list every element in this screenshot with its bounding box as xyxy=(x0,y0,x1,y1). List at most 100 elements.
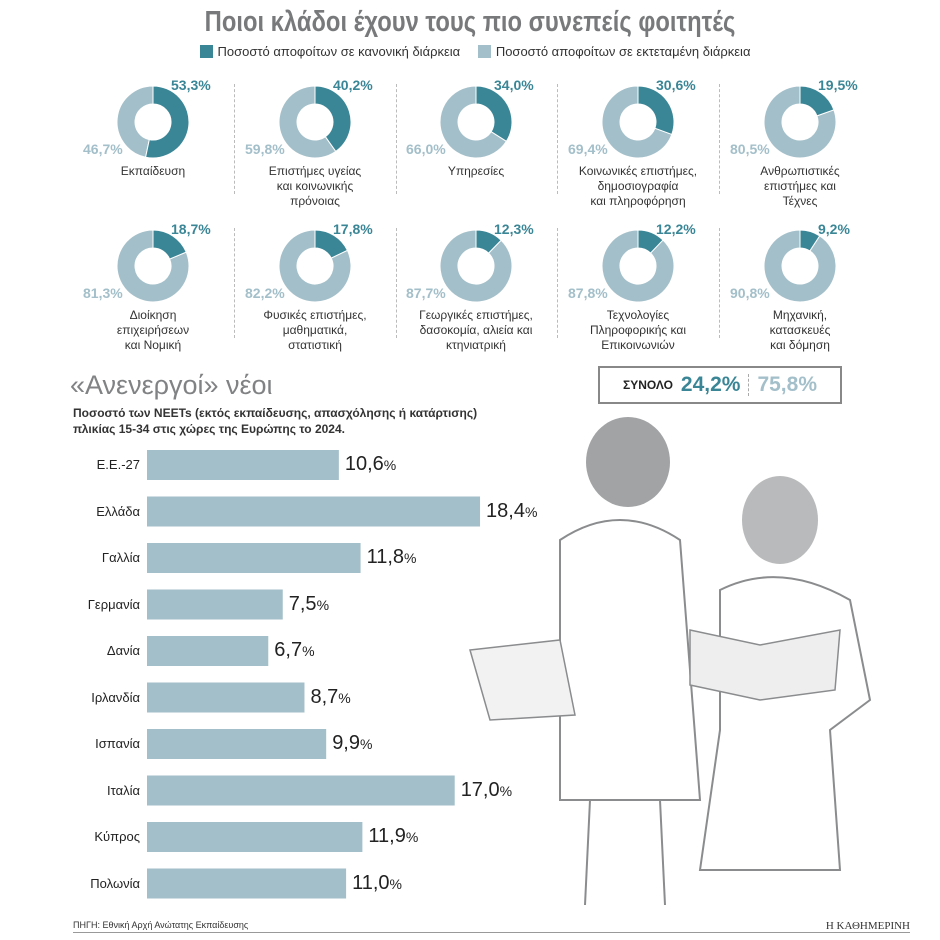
donut-slice-normal xyxy=(144,85,190,159)
percent-sign: % xyxy=(524,503,538,520)
donut-label-extended: 66,0% xyxy=(406,141,446,157)
bar xyxy=(147,496,481,527)
donut-slice-normal xyxy=(152,229,187,260)
donut-label-extended: 69,4% xyxy=(568,141,608,157)
total-divider xyxy=(748,374,750,396)
legend-normal: Ποσοστό αποφοίτων σε κανονική διάρκεια xyxy=(217,44,461,59)
donut-slice-normal xyxy=(314,85,352,153)
donut-label-normal: 9,2% xyxy=(818,221,850,237)
brand-credit: Η ΚΑΘΗΜΕΡΙΝΗ xyxy=(825,920,910,932)
illustration-student-legs xyxy=(584,799,666,906)
bar-value-label: 11,0% xyxy=(352,872,402,895)
bar-category-label: Ιταλία xyxy=(107,782,140,798)
neet-subtitle-line2: πλικίας 15-34 στις χώρες της Ευρώπης το … xyxy=(73,422,345,436)
neet-subtitle: Ποσοστό των NEETs (εκτός εκπαίδευσης, απ… xyxy=(73,405,477,437)
bar-value: 7,5 xyxy=(288,592,317,615)
bar-value-label: 10,6% xyxy=(345,453,396,476)
illustration-book xyxy=(689,629,841,701)
donut-label-normal: 19,5% xyxy=(818,77,858,93)
donut-slice-extended xyxy=(278,229,352,303)
column-divider xyxy=(557,228,558,338)
percent-sign: % xyxy=(404,550,417,566)
donut-slice-extended xyxy=(439,85,508,159)
donut-label-normal: 18,7% xyxy=(171,221,211,237)
donut-category-label: Φυσικές επιστήμες, μαθηματικά, στατιστικ… xyxy=(263,308,367,352)
donut-slice-extended xyxy=(763,229,837,303)
source-note: ΠΗΓΗ: Εθνική Αρχή Ανώτατης Εκπαίδευσης xyxy=(73,920,249,930)
bar-value-label: 18,4% xyxy=(486,500,537,523)
column-divider xyxy=(557,84,558,194)
column-divider xyxy=(234,84,235,194)
donut-slice-normal xyxy=(475,85,513,142)
illustration-student-hair xyxy=(586,417,670,507)
donut-label-extended: 81,3% xyxy=(83,285,123,301)
donut-category-label: Κοινωνικές επιστήμες, δημοσιογραφία και … xyxy=(578,164,698,208)
bar-value-label: 11,9% xyxy=(368,825,418,848)
percent-sign: % xyxy=(499,782,513,799)
donut-slice-normal xyxy=(799,229,821,252)
donut-label-normal: 30,6% xyxy=(656,77,696,93)
total-label: ΣΥΝΟΛΟ xyxy=(623,378,673,392)
column-divider xyxy=(396,84,397,194)
donut-label-extended: 59,8% xyxy=(245,141,285,157)
donut-label-normal: 12,2% xyxy=(656,221,696,237)
donut-label-normal: 40,2% xyxy=(333,77,373,93)
column-divider xyxy=(396,228,397,338)
total-normal: 24,2% xyxy=(680,373,741,396)
percent-sign: % xyxy=(360,736,373,752)
bar-value: 6,7 xyxy=(274,639,303,661)
column-divider xyxy=(719,228,720,338)
bar-category-label: Ελλάδα xyxy=(96,503,140,519)
bar-value-label: 7,5% xyxy=(289,593,329,616)
illustration-notebook xyxy=(469,639,576,721)
bar-value-label: 17,0% xyxy=(461,779,512,802)
donut-category-label: Γεωργικές επιστήμες, δασοκομία, αλιεία κ… xyxy=(419,308,533,352)
neet-subtitle-line1: Ποσοστό των NEETs (εκτός εκπαίδευσης, απ… xyxy=(73,406,478,420)
bar-category-label: Γαλλία xyxy=(101,550,140,565)
bar xyxy=(147,682,305,713)
bar xyxy=(147,729,327,759)
bar-value: 18,4 xyxy=(486,499,525,522)
bar-value-label: 11,8% xyxy=(367,546,417,569)
bar xyxy=(147,822,363,852)
percent-sign: % xyxy=(338,689,351,706)
bar xyxy=(147,589,283,620)
donut-slice-extended xyxy=(116,229,190,303)
donut-category-label: Τεχνολογίες Πληροφορικής και Επικοινωνιώ… xyxy=(589,308,687,352)
donut-slice-normal xyxy=(799,85,835,117)
donut-category-label: Ανθρωπιστικές επιστήμες και Τέχνες xyxy=(760,164,840,208)
illustration-girl-body xyxy=(698,576,872,871)
donut-label-extended: 46,7% xyxy=(83,141,123,157)
bar-value: 17,0 xyxy=(460,778,500,801)
bar-value-label: 8,7% xyxy=(310,686,350,709)
bar-category-label: Δανία xyxy=(106,643,140,658)
donut-slice-normal xyxy=(314,229,349,259)
percent-sign: % xyxy=(389,875,402,892)
footer-rule xyxy=(73,932,910,933)
bar-category-label: Κύπρος xyxy=(94,829,140,844)
bar-category-label: Γερμανία xyxy=(87,596,140,612)
percent-sign: % xyxy=(383,457,397,473)
donut-label-normal: 53,3% xyxy=(171,77,211,93)
donut-label-extended: 80,5% xyxy=(730,141,770,157)
donut-slice-extended xyxy=(116,85,154,158)
bar xyxy=(147,636,269,666)
donut-category-label: Υπηρεσίες xyxy=(447,164,505,178)
illustration-student-body xyxy=(559,519,702,801)
bar-value-label: 9,9% xyxy=(332,732,372,755)
bar-value-label: 6,7% xyxy=(274,639,314,662)
bar-category-label: Ε.Ε.-27 xyxy=(96,457,140,472)
donut-label-normal: 12,3% xyxy=(494,221,534,237)
donut-category-label: Διοίκηση επιχειρήσεων και Νομική xyxy=(116,308,190,352)
total-box: ΣΥΝΟΛΟ 24,2% 75,8% xyxy=(598,366,842,404)
bar-value: 9,9 xyxy=(332,732,360,754)
illustration-girl-hair xyxy=(742,476,818,564)
percent-sign: % xyxy=(302,643,315,659)
bar-value: 11,0 xyxy=(352,871,390,894)
bar xyxy=(147,868,347,899)
legend-extended: Ποσοστό αποφοίτων σε εκτεταμένη διάρκεια xyxy=(495,44,751,59)
neet-title: «Ανενεργοί» νέοι xyxy=(70,370,273,400)
bar-value: 11,9 xyxy=(368,825,406,847)
donut-slice-extended xyxy=(601,85,673,159)
